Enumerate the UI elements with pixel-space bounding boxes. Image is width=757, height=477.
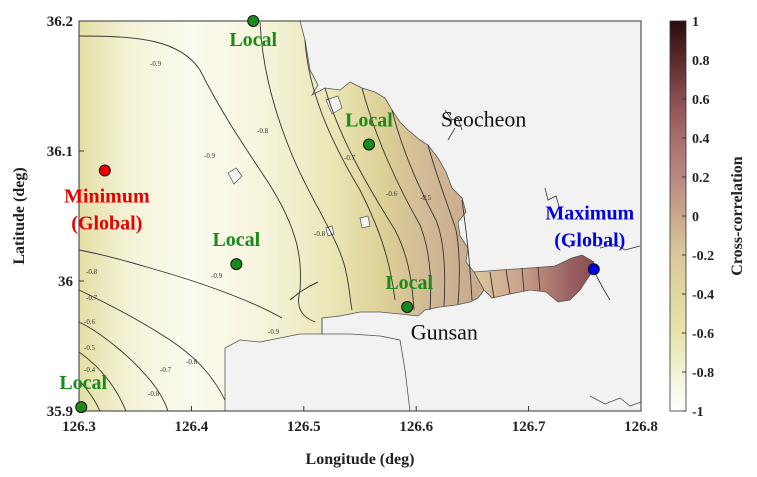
- y-tick-label: 36.1: [47, 144, 73, 160]
- coastline: [589, 395, 641, 407]
- x-tick-label: 126.4: [175, 419, 209, 435]
- local-label: Local: [229, 29, 277, 51]
- colorbar-tick-label: -1: [692, 405, 704, 420]
- x-tick-label: 126.6: [399, 419, 433, 435]
- point-marker: [230, 258, 243, 271]
- minimum-global-label: (Global): [71, 213, 142, 235]
- contour-label: -0.9: [204, 152, 216, 160]
- river-lines: [444, 109, 463, 141]
- point-marker: [247, 15, 260, 27]
- contour-line-09: [79, 35, 316, 323]
- colorbar-tick-label: 0: [692, 210, 699, 225]
- colorbar-tick-label: 0.2: [692, 171, 710, 186]
- contour-line-05b: [79, 379, 101, 411]
- contour-label: -0.9: [268, 328, 280, 336]
- x-axis: 126.3 126.4 126.5 126.6 126.7 126.8: [62, 406, 658, 435]
- colorbar-tick-label: 0.4: [692, 132, 710, 147]
- contour-line-04: [391, 109, 446, 307]
- contour-label: -0.7: [160, 366, 172, 374]
- point-marker: [75, 401, 88, 414]
- contour-label: -0.9: [150, 60, 162, 68]
- local-label: Local: [59, 372, 107, 394]
- island: [359, 215, 371, 229]
- x-axis-label: Longitude (deg): [306, 451, 415, 468]
- river-lines: [595, 243, 641, 301]
- contour-label: -0.8: [148, 390, 160, 398]
- contour-lines: [79, 21, 541, 411]
- contour-label: -0.5: [84, 344, 96, 352]
- contour-line-06b: [79, 351, 127, 411]
- contour-label: -0.7: [86, 294, 98, 302]
- contour-label: -0.8: [257, 127, 269, 135]
- y-axis-label: Latitude (deg): [11, 167, 28, 264]
- contour-line-03: [427, 144, 460, 305]
- colorbar-tick-label: -0.6: [692, 327, 714, 342]
- contour-label: -0.8: [314, 230, 326, 238]
- contour-line-05: [361, 87, 432, 311]
- y-axis: 35.9 36 36.1 36.2: [47, 14, 84, 420]
- harbour-coastline: [321, 318, 411, 411]
- contour-label: -0.8: [186, 358, 198, 366]
- colorbar-label: Cross-correlation: [729, 156, 746, 275]
- colorbar-tick-label: 1: [692, 15, 699, 30]
- annotated-points: Minimum (Global) Maximum (Global) Local Local…: [59, 15, 635, 414]
- minimum-label: Minimum: [64, 186, 150, 208]
- point-marker: [587, 263, 600, 276]
- contour-label: -0.6: [84, 318, 96, 326]
- contour-line-07: [304, 39, 396, 301]
- maximum-global-label: (Global): [554, 229, 625, 251]
- contour-line-08b: [79, 289, 226, 401]
- map-layer: -0.9 -0.9 -0.8 -0.9 -0.9 -0.8 -0.7 -0.6 …: [79, 21, 641, 411]
- contour-label: -0.5: [420, 194, 432, 202]
- x-tick-label: 126.5: [287, 419, 321, 435]
- point-marker: [98, 164, 111, 177]
- x-tick-label: 126.7: [512, 419, 546, 435]
- estuary-field: [473, 254, 595, 303]
- point-marker: [362, 138, 375, 151]
- contour-line-02: [461, 199, 473, 301]
- local-label: Local: [345, 110, 393, 132]
- colorbar-tick-label: -0.8: [692, 366, 714, 381]
- contour-line-06: [324, 87, 415, 311]
- x-tick-label: 126.8: [624, 419, 658, 435]
- contour-line-08: [259, 21, 353, 311]
- colorbar-tick-label: -0.2: [692, 249, 714, 264]
- island: [325, 95, 343, 115]
- local-label: Local: [212, 229, 260, 251]
- y-tick-label: 36.2: [47, 14, 73, 30]
- colorbar-tick-label: -0.4: [692, 288, 714, 303]
- contour-line-estuary: [489, 266, 541, 299]
- colorbar-ticks: 1 0.8 0.6 0.4 0.2 0 -0.2 -0.4 -0.6 -0.8 -1: [682, 15, 714, 420]
- contour-label: -0.8: [86, 268, 98, 276]
- contour-label: -0.6: [386, 190, 398, 198]
- y-tick-label: 35.9: [47, 404, 73, 420]
- x-tick-label: 126.3: [62, 419, 96, 435]
- colorbar-tick-label: 0.8: [692, 54, 710, 69]
- place-label: Gunsan: [411, 320, 478, 345]
- plot-frame: [78, 20, 642, 412]
- contour-labels: -0.9 -0.9 -0.8 -0.9 -0.9 -0.8 -0.7 -0.6 …: [84, 60, 432, 398]
- y-tick-label: 36: [58, 274, 74, 290]
- contour-label: -0.9: [211, 272, 223, 280]
- contour-line-07b: [79, 321, 169, 411]
- place-label: Seocheon: [441, 106, 527, 131]
- contour-line-09b: [79, 249, 283, 319]
- river-lines: [544, 187, 571, 249]
- local-label: Local: [385, 272, 433, 294]
- contour-label: -0.7: [344, 154, 356, 162]
- point-marker: [401, 301, 414, 313]
- place-labels: Seocheon Gunsan: [411, 106, 527, 344]
- colorbar-tick-label: 0.6: [692, 93, 710, 108]
- island: [227, 167, 243, 185]
- contour-label: -0.4: [84, 366, 96, 374]
- maximum-label: Maximum: [545, 202, 634, 224]
- breakwater: [289, 281, 319, 301]
